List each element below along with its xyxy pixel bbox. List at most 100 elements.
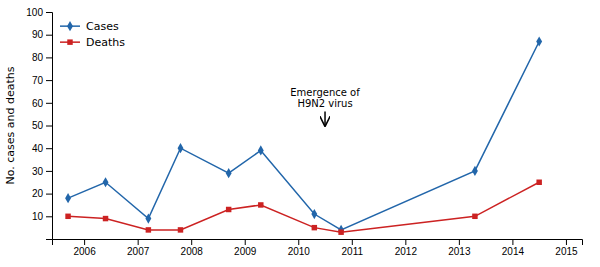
data-point [472,166,478,176]
series-line [68,42,539,230]
annotation: Emergence ofH9N2 virus [290,87,360,126]
tick-label: 2013 [448,246,471,257]
tick: 60 [32,98,52,109]
legend-marker [67,39,72,44]
tick-label: 2015 [555,246,578,257]
tick: 90 [32,29,52,40]
data-point [178,227,183,232]
legend-label: Cases [86,20,119,33]
data-point [312,225,317,230]
tick: 2009 [234,239,257,257]
tick-label: 10 [32,211,44,222]
data-point [103,216,108,221]
annotation-text: Emergence ofH9N2 virus [290,87,360,110]
tick: 2007 [127,239,150,257]
tick-mark [352,239,353,245]
tick: 2008 [181,239,204,257]
tick-label: 2011 [342,246,364,257]
tick-mark [512,239,513,245]
chart: 2006200720082009201020112012201320142015… [0,0,600,267]
tick: 100 [26,7,52,18]
tick-mark [46,103,52,104]
data-point [226,168,232,178]
tick-mark [46,12,52,13]
data-point [258,145,264,155]
tick-label: 90 [32,29,44,40]
tick: 10 [32,211,52,222]
tick-mark [138,239,139,245]
tick: 80 [32,52,52,63]
tick-label: 2008 [181,246,204,257]
tick: 2012 [395,239,418,257]
tick-label: 2007 [127,246,150,257]
tick-label: 2006 [73,246,96,257]
legend-label: Deaths [86,36,125,49]
tick: 2013 [448,239,471,257]
tick: 2006 [73,239,96,257]
tick-mark [566,239,567,245]
data-point [178,143,184,153]
marks [65,36,542,235]
tick-label: 40 [32,143,44,154]
data-point [145,213,151,223]
tick-mark [46,194,52,195]
data-point [536,180,541,185]
data-point [226,207,231,212]
data-point [338,229,343,234]
tick-mark [46,57,52,58]
tick-label: 2009 [234,246,257,257]
tick-mark [46,35,52,36]
tick-mark [459,239,460,245]
data-point [258,202,263,207]
tick-mark [46,148,52,149]
tick: 2010 [288,239,311,257]
data-point [65,193,71,203]
tick: 2014 [502,239,525,257]
tick: 40 [32,143,52,154]
tick-mark [46,126,52,127]
series-line [68,182,539,232]
data-point [103,177,109,187]
tick-label: 2012 [395,246,418,257]
data-point [472,214,477,219]
tick-label: 100 [26,7,43,18]
data-point [146,227,151,232]
tick-label: 20 [32,188,44,199]
legend-item: Deaths [60,36,125,49]
legend-marker [67,21,73,31]
tick: 50 [32,120,52,131]
axis-line [46,13,53,240]
data-point [536,36,542,46]
tick: 20 [32,188,52,199]
y-axis-label: No. cases and deaths [4,66,17,184]
tick-label: 80 [32,52,44,63]
data-point [338,225,344,235]
tick-label: 50 [32,120,44,131]
plot: 2006200720082009201020112012201320142015… [26,7,582,257]
x-axis: 2006 2007 2008 2009 2010 2011 2012 2013 2014 2015 [53,239,583,257]
annotation-line: Emergence of [290,87,360,98]
tick-label: 60 [32,98,44,109]
tick: 2011 [342,239,364,257]
annotation-arrow [324,111,326,125]
tick-mark [84,239,85,245]
tick-mark [298,239,299,245]
y-axis: 10 20 30 40 50 60 70 80 90 100 [26,7,52,240]
tick-label: 30 [32,166,44,177]
tick-label: 70 [32,75,44,86]
tick-mark [46,216,52,217]
data-point [311,209,317,219]
data-point [65,214,70,219]
tick-label: 2014 [502,246,525,257]
legend-item: Cases [60,20,119,33]
legend: Cases Deaths [60,20,125,49]
tick: 2015 [555,239,578,257]
tick-mark [46,80,52,81]
tick-mark [191,239,192,245]
tick-mark [245,239,246,245]
annotation-line: H9N2 virus [297,98,352,109]
tick-mark [405,239,406,245]
tick: 70 [32,75,52,86]
tick: 30 [32,166,52,177]
tick-label: 2010 [288,246,311,257]
